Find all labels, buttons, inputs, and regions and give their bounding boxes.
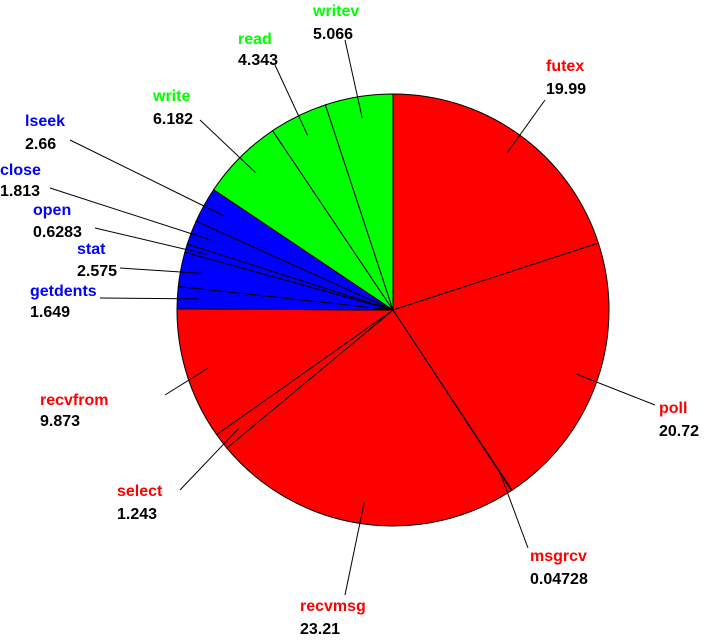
slice-value: 4.343 xyxy=(238,52,278,69)
slice-label: stat xyxy=(77,241,106,258)
slice-label: writev xyxy=(312,3,359,20)
slice-value: 9.873 xyxy=(40,413,80,430)
leader-line xyxy=(69,139,224,216)
slice-value: 1.243 xyxy=(117,506,157,523)
slice-value: 23.21 xyxy=(300,621,340,638)
leader-line xyxy=(99,297,199,300)
slice-label: close xyxy=(0,162,41,179)
slice-value: 1.649 xyxy=(30,304,70,321)
slice-label: futex xyxy=(546,58,584,75)
leader-line xyxy=(199,119,256,173)
slice-label: msgrcv xyxy=(530,548,587,565)
leader-line xyxy=(274,64,309,136)
slice-value: 2.66 xyxy=(25,136,56,153)
leader-line xyxy=(344,502,365,596)
slice-label: read xyxy=(238,31,272,48)
slice-value: 6.182 xyxy=(153,111,193,128)
pie-slice xyxy=(392,242,610,491)
slice-label: recvmsg xyxy=(300,598,366,615)
slice-value: 19.99 xyxy=(546,81,586,98)
leader-line xyxy=(94,227,207,255)
pie-slice xyxy=(324,93,394,311)
slice-label: recvfrom xyxy=(40,392,108,409)
slice-value: 0.04728 xyxy=(530,571,588,588)
leader-line xyxy=(164,367,208,396)
slice-value: 0.6283 xyxy=(33,224,82,241)
slice-value: 20.72 xyxy=(659,423,699,440)
slice-label: select xyxy=(117,483,163,500)
slice-label: poll xyxy=(659,400,687,417)
pie-slice xyxy=(226,309,513,527)
slice-label: lseek xyxy=(25,113,65,130)
leader-line xyxy=(576,373,656,406)
slice-label: write xyxy=(152,88,190,105)
slice-value: 1.813 xyxy=(0,183,40,200)
leader-line xyxy=(49,187,212,241)
slice-value: 5.066 xyxy=(313,26,353,43)
leader-line xyxy=(179,427,240,491)
slice-value: 2.575 xyxy=(77,263,117,280)
leader-line xyxy=(506,99,546,153)
leader-line xyxy=(499,472,529,549)
leader-line xyxy=(344,39,363,119)
slice-label: getdents xyxy=(30,283,97,300)
slice-label: open xyxy=(33,202,71,219)
leader-line xyxy=(119,267,203,274)
pie-slice xyxy=(176,308,395,436)
